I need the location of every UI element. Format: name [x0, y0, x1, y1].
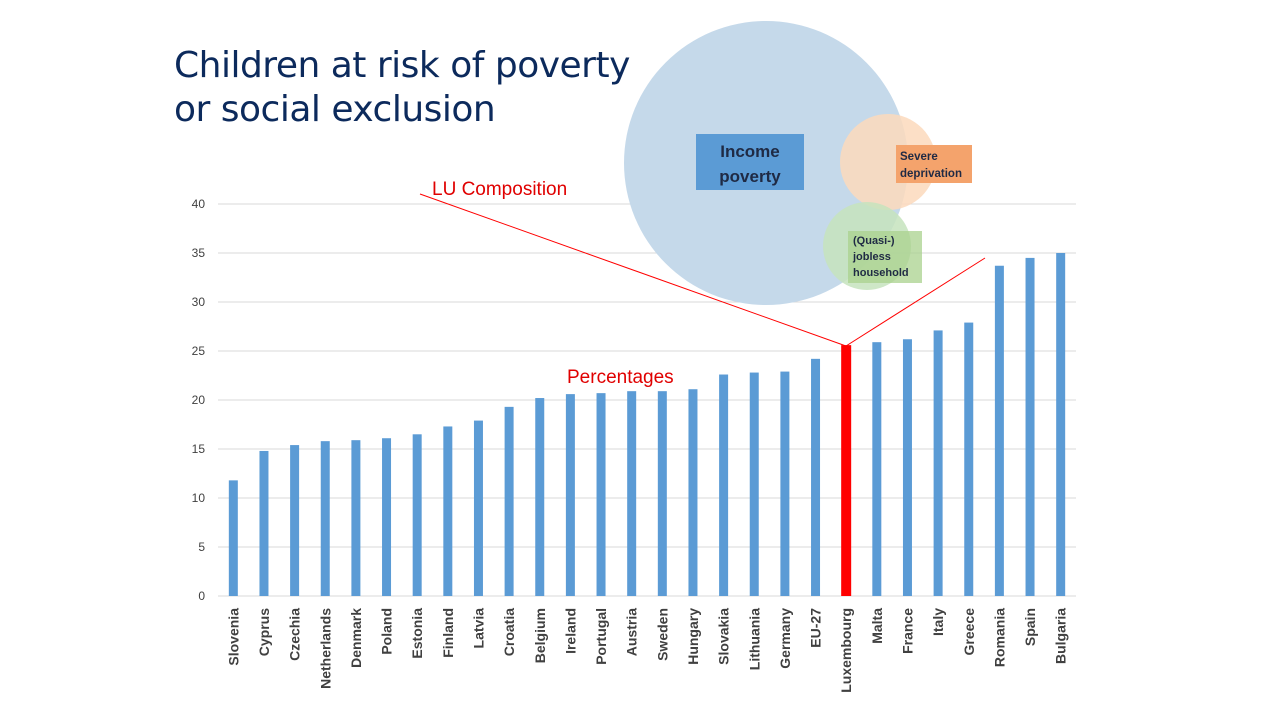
y-tick-label: 25 — [192, 344, 206, 358]
y-tick-label: 5 — [198, 540, 205, 554]
x-category-label: Slovakia — [716, 608, 732, 665]
x-category-label: Finland — [440, 608, 456, 658]
bar-belgium — [535, 398, 545, 596]
slide-title-line-1: Children at risk of poverty — [174, 45, 630, 86]
x-category-label: Poland — [379, 608, 395, 655]
severe-deprivation-label-2: deprivation — [900, 168, 962, 180]
x-category-labels: Slovenia Cyprus Czechia Netherlands Denmark P… — [225, 608, 1068, 693]
y-tick-label: 35 — [192, 246, 206, 260]
income-poverty-label-1: Income — [720, 142, 780, 161]
venn-circle-severe-deprivation — [840, 114, 936, 210]
bar-greece — [964, 322, 974, 596]
bar-france — [902, 339, 912, 596]
bar-hungary — [688, 389, 698, 596]
bar-germany — [780, 371, 790, 596]
bar-sweden — [657, 391, 667, 596]
x-category-label: Greece — [961, 608, 977, 656]
composition-pointer-line-right — [845, 257, 986, 347]
composition-pointer-line — [419, 193, 847, 347]
bar-netherlands — [320, 441, 330, 596]
x-category-label: Estonia — [409, 608, 425, 659]
bar-czechia — [290, 445, 300, 596]
x-category-label: Croatia — [501, 608, 517, 656]
venn-diagram: Income poverty Severe deprivation (Quasi… — [624, 21, 972, 305]
x-category-label: Hungary — [685, 608, 701, 665]
x-category-label: Denmark — [348, 608, 364, 668]
jobless-household-label-3: household — [853, 267, 909, 279]
percentages-label: Percentages — [567, 367, 674, 388]
x-category-label: Cyprus — [256, 608, 272, 656]
x-category-label: EU-27 — [808, 608, 824, 648]
x-category-label: Spain — [1022, 608, 1038, 646]
y-tick-label: 30 — [192, 295, 206, 309]
slide-title: Children at risk of poverty or social ex… — [174, 44, 634, 132]
x-category-label: Malta — [869, 608, 885, 644]
x-category-label: Sweden — [654, 608, 670, 661]
bar-bulgaria — [1056, 253, 1066, 596]
jobless-household-label-1: (Quasi-) — [853, 235, 895, 247]
y-tick-label: 0 — [198, 589, 205, 603]
bar-austria — [627, 391, 637, 596]
bar-croatia — [504, 406, 514, 596]
x-category-label: Lithuania — [746, 608, 762, 670]
x-category-label: Czechia — [287, 608, 303, 661]
bar-poland — [382, 438, 392, 596]
x-category-label: Romania — [991, 608, 1007, 667]
y-tick-label: 10 — [192, 491, 206, 505]
slide-title-line-2: or social exclusion — [174, 89, 496, 130]
jobless-household-label-2: jobless — [852, 251, 891, 263]
bar-portugal — [596, 393, 606, 596]
bar-estonia — [412, 434, 422, 596]
bar-latvia — [473, 420, 483, 596]
bar-malta — [872, 342, 882, 596]
bar-ireland — [565, 394, 575, 596]
income-poverty-box — [696, 134, 804, 190]
bar-spain — [1025, 257, 1035, 596]
x-category-label: Germany — [777, 608, 793, 669]
lu-composition-label: LU Composition — [432, 179, 567, 200]
severe-deprivation-box — [896, 145, 972, 183]
bar-finland — [443, 426, 453, 596]
y-tick-label: 15 — [192, 442, 206, 456]
bar-luxembourg — [841, 345, 852, 596]
x-category-label: Portugal — [593, 608, 609, 665]
x-category-label: Latvia — [470, 608, 486, 649]
bar-eu-27 — [811, 358, 821, 596]
bar-denmark — [351, 440, 361, 596]
x-category-label: Italy — [930, 608, 946, 636]
y-tick-labels: 0 5 10 15 20 25 30 35 40 — [192, 197, 206, 603]
bar-italy — [933, 330, 943, 596]
y-tick-label: 20 — [192, 393, 206, 407]
x-category-label: Ireland — [562, 608, 578, 654]
x-category-label: Luxembourg — [838, 608, 854, 693]
y-tick-label: 40 — [192, 197, 206, 211]
x-category-label: France — [899, 608, 915, 654]
bar-slovakia — [719, 374, 729, 596]
gridlines — [218, 203, 1076, 597]
bars — [228, 253, 1066, 596]
bar-cyprus — [259, 450, 269, 596]
jobless-household-box — [848, 231, 922, 283]
bar-lithuania — [749, 372, 759, 596]
severe-deprivation-label-1: Severe — [900, 151, 938, 163]
bar-slovenia — [228, 480, 238, 596]
bar-romania — [994, 265, 1004, 596]
x-category-label: Slovenia — [225, 608, 241, 666]
x-category-label: Belgium — [532, 608, 548, 663]
x-category-label: Bulgaria — [1053, 608, 1069, 664]
x-category-label: Austria — [624, 608, 640, 656]
income-poverty-label-2: poverty — [719, 167, 781, 186]
x-category-label: Netherlands — [317, 608, 333, 689]
